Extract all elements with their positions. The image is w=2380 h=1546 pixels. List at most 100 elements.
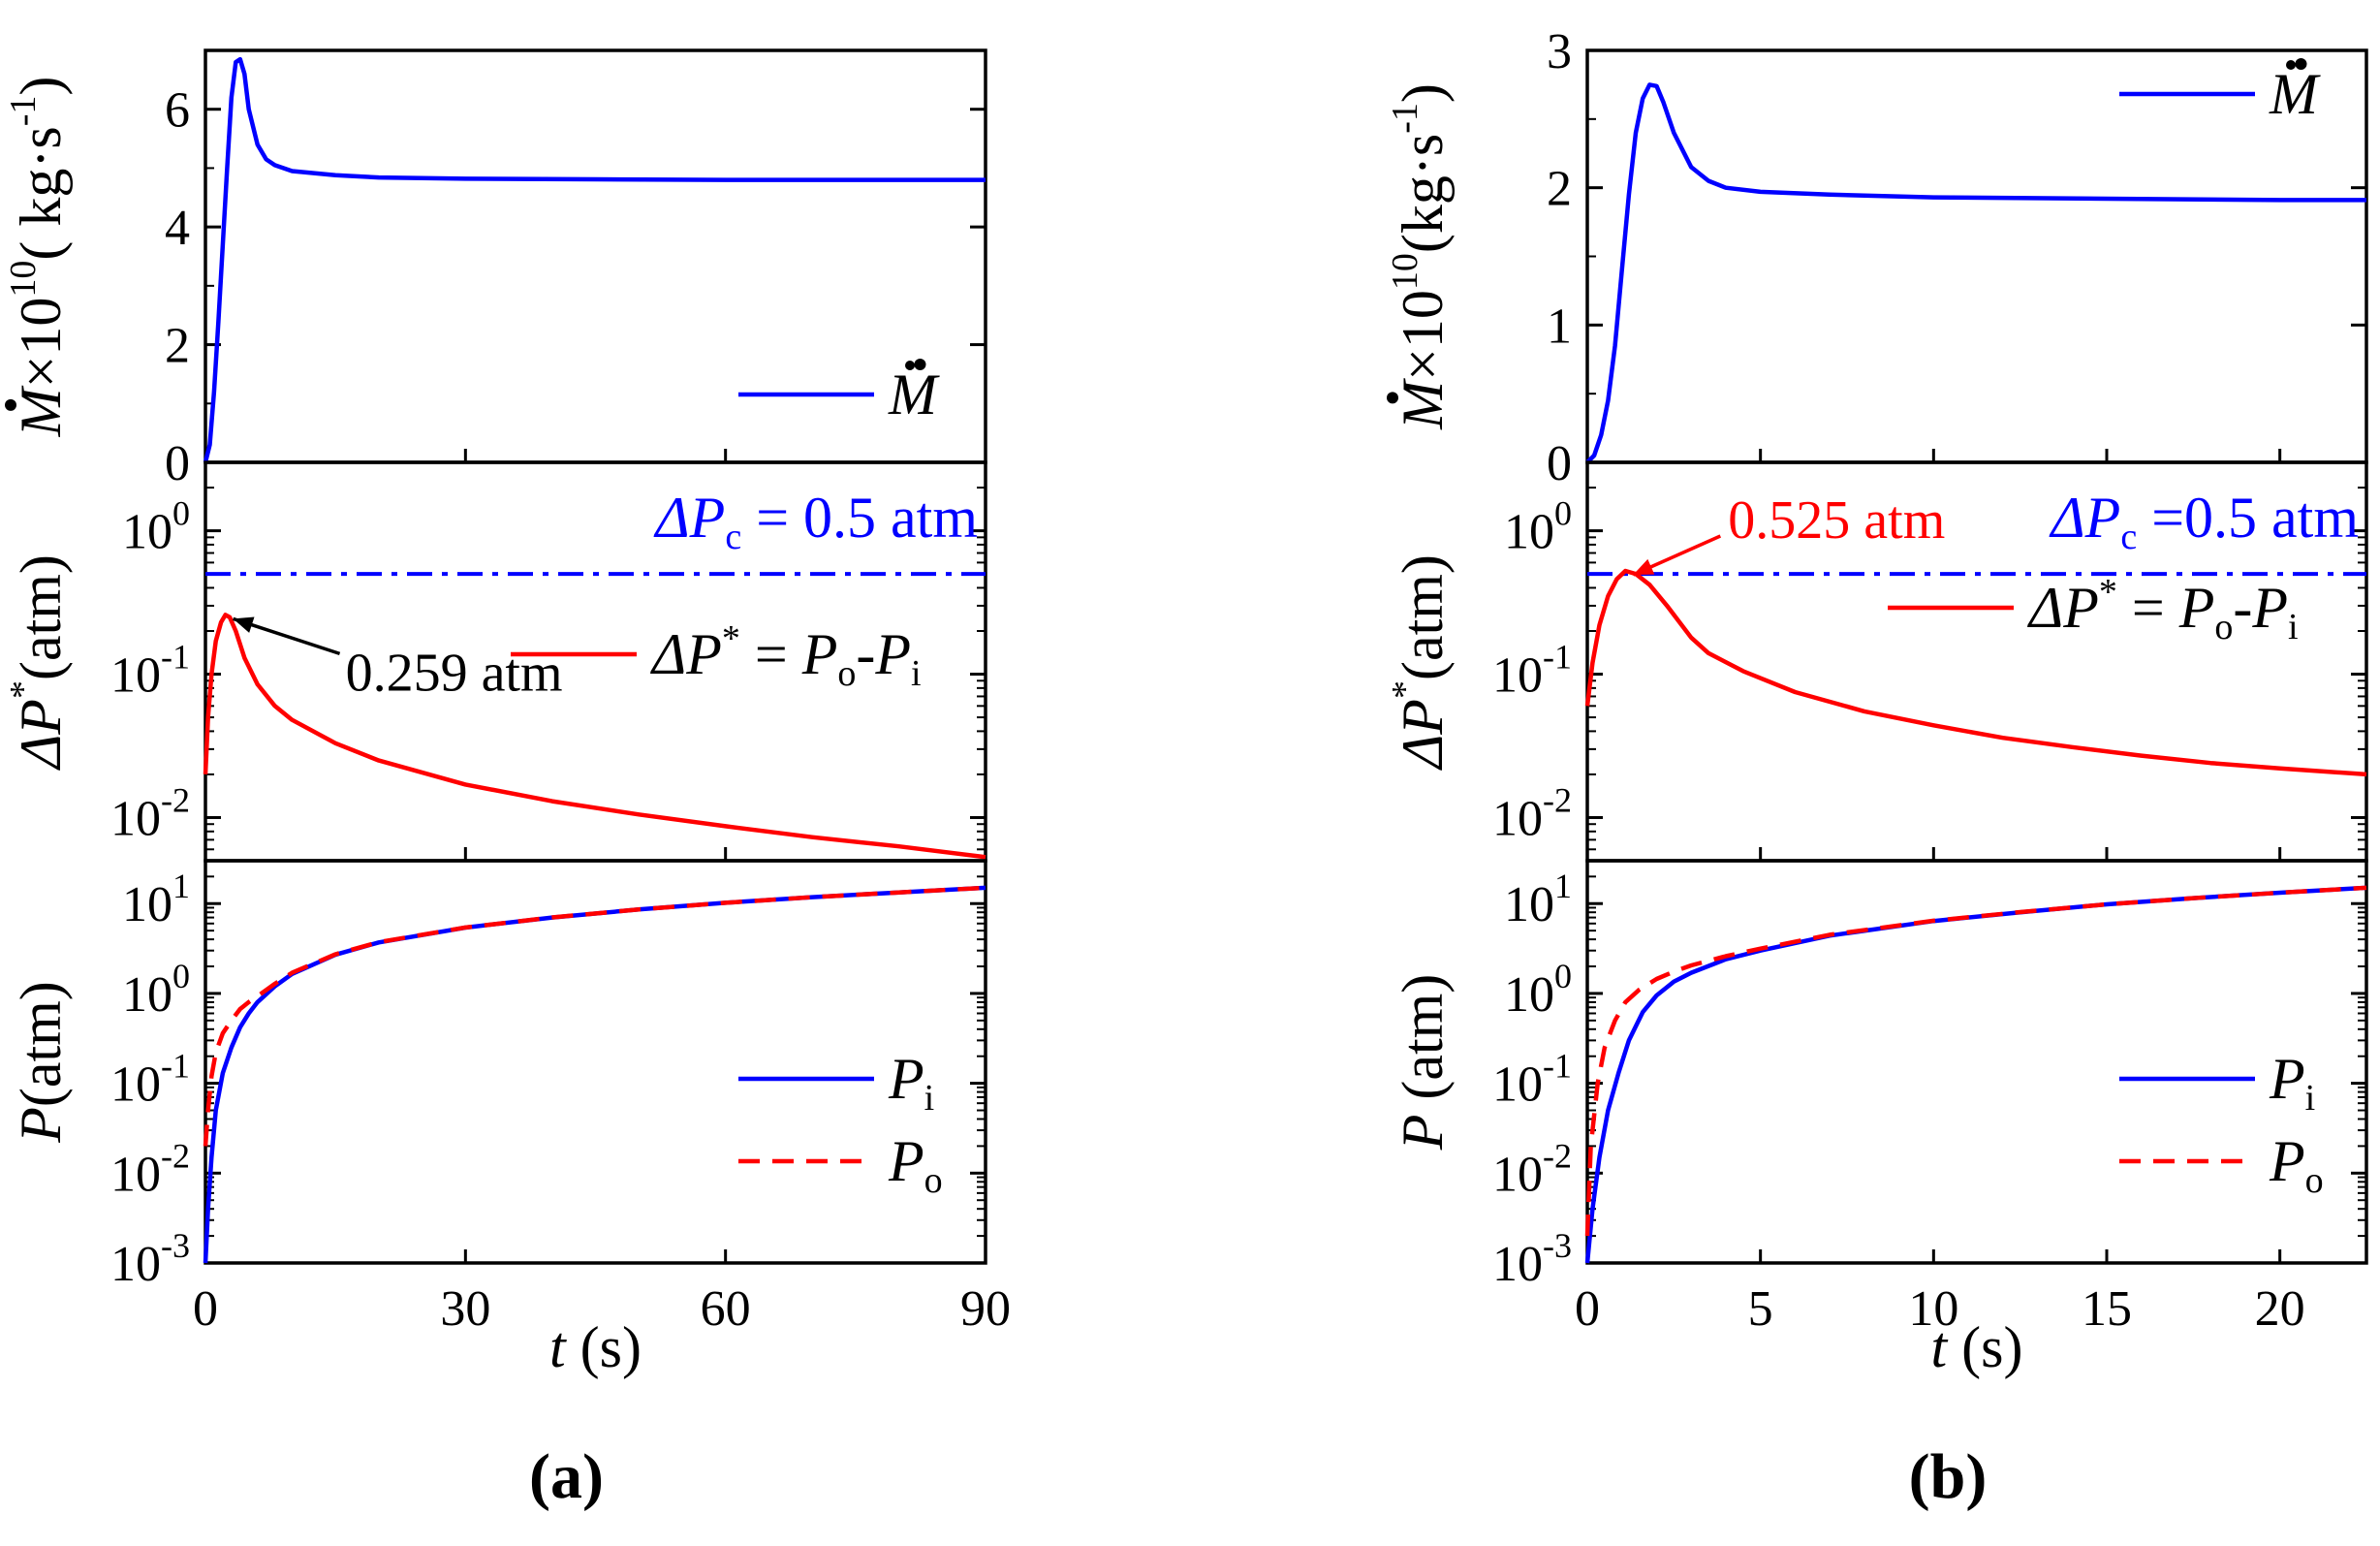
legend-label: Po xyxy=(888,1129,943,1201)
axes-frame xyxy=(1585,48,2368,464)
legend: ΔP* = Po-Pi xyxy=(1888,572,2299,647)
series-line-Pi xyxy=(1584,885,2367,1264)
y-tick-exponent: -1 xyxy=(161,638,190,677)
threshold-subscript: c xyxy=(725,517,741,557)
y-tick-base: 10 xyxy=(122,505,172,560)
legend-symbol: M xyxy=(888,363,940,426)
x-tick-label: 60 xyxy=(701,1281,751,1337)
legend-p1: P xyxy=(2178,576,2215,640)
x-axis-label: t (s) xyxy=(1931,1315,2023,1379)
y-tick-label: 0 xyxy=(1547,436,1572,491)
y-tick-label: 6 xyxy=(165,83,190,139)
legend-p1: P xyxy=(801,622,838,686)
legend-label: M xyxy=(888,363,940,426)
legend-p2: P xyxy=(2251,576,2288,640)
legend-symbol: M xyxy=(2269,62,2321,126)
ylabel-symbol: M xyxy=(1391,378,1455,430)
y-tick-exponent: -1 xyxy=(161,1047,190,1086)
legend-subscript: i xyxy=(2305,1078,2316,1119)
y-tick-label: 2 xyxy=(165,319,190,374)
ylabel-unit: ( kg·s xyxy=(9,126,73,260)
series-line-Pi xyxy=(203,885,986,1264)
ylabel-symbol: P xyxy=(1391,1115,1455,1152)
y-tick-exponent: -2 xyxy=(161,780,190,819)
series-line--P-Po-Pi xyxy=(1584,568,2367,777)
y-tick-base: 10 xyxy=(1504,967,1554,1023)
annotation-label: 0.259 atm xyxy=(346,643,563,703)
axes-frame xyxy=(1585,859,2368,1265)
ylabel-symbol: ΔP xyxy=(1391,699,1455,771)
legend-dash: - xyxy=(856,622,875,686)
legend: Pi Po xyxy=(738,1047,943,1201)
legend-dot-accent xyxy=(2286,60,2296,70)
threshold-label: ΔPc =0.5 atm xyxy=(2049,486,2359,557)
legend-superscript: * xyxy=(722,618,740,659)
ylabel-dot-accent xyxy=(1387,392,1398,404)
xlabel-unit: (s) xyxy=(1947,1315,2022,1379)
y-tick-label: 10-3 xyxy=(1492,1226,1572,1292)
legend-symbol: P xyxy=(2269,1047,2305,1111)
legend-p1-subscript: o xyxy=(2214,607,2233,647)
ylabel-unit: (atm) xyxy=(9,981,73,1107)
y-tick-label: 10-1 xyxy=(1492,638,1572,704)
threshold-symbol: ΔP xyxy=(653,486,725,550)
ylabel-exponent: 10 xyxy=(1385,253,1425,290)
legend: M xyxy=(2119,58,2321,126)
y-tick-label: 100 xyxy=(122,494,190,560)
threshold-value: = 0.5 atm xyxy=(741,486,978,550)
y-axis-label: M×1010( kg·s-1) xyxy=(3,77,73,438)
x-tick-label: 10 xyxy=(1908,1281,1958,1337)
ylabel-multiplier: ×10 xyxy=(9,298,73,389)
y-tick-label: 10-3 xyxy=(110,1226,190,1292)
y-tick-label: 10-2 xyxy=(110,1136,190,1202)
y-axis-label: P (atm) xyxy=(1391,974,1455,1152)
y-tick-label: 10-2 xyxy=(110,780,190,846)
legend-symbol: P xyxy=(888,1047,924,1111)
y-tick-base: 10 xyxy=(1492,648,1543,704)
y-tick-label: 4 xyxy=(165,201,190,256)
y-tick-base: 10 xyxy=(122,967,172,1023)
y-tick-exponent: 0 xyxy=(172,957,190,995)
y-tick-base: 10 xyxy=(1504,877,1554,932)
y-tick-base: 10 xyxy=(1504,505,1554,560)
series-line--P-Po-Pi xyxy=(203,613,986,860)
ylabel-unit-exponent: -1 xyxy=(3,96,44,127)
y-tick-label: 3 xyxy=(1547,24,1572,79)
y-tick-label: 101 xyxy=(1504,867,1572,932)
y-tick-base: 10 xyxy=(110,648,161,704)
x-tick-label: 5 xyxy=(1748,1281,1773,1337)
y-tick-base: 10 xyxy=(122,877,172,932)
y-axis-label: ΔP*(atm) xyxy=(1385,554,1455,771)
threshold-label: ΔPc = 0.5 atm xyxy=(653,486,978,557)
y-tick-base: 10 xyxy=(110,1147,161,1202)
y-tick-label: 100 xyxy=(1504,494,1572,560)
ylabel-unit-exponent: -1 xyxy=(1385,103,1425,134)
y-tick-label: 10-1 xyxy=(110,1047,190,1113)
series-line-M xyxy=(203,56,986,463)
ylabel-unit: (atm) xyxy=(1391,974,1455,1115)
annotation-arrow-head xyxy=(1633,558,1655,575)
y-tick-exponent: -2 xyxy=(1543,1136,1572,1175)
ylabel-symbol: ΔP xyxy=(9,699,73,771)
ylabel-superscript: * xyxy=(1385,680,1425,699)
y-tick-exponent: 1 xyxy=(1554,867,1572,905)
series-line-Po xyxy=(1584,885,2367,1237)
x-tick-label: 15 xyxy=(2082,1281,2132,1337)
y-tick-exponent: 0 xyxy=(1554,494,1572,533)
y-tick-base: 10 xyxy=(110,1057,161,1113)
threshold-subscript: c xyxy=(2120,517,2137,557)
x-tick-label: 30 xyxy=(440,1281,490,1337)
y-tick-label: 101 xyxy=(122,867,190,932)
legend-dot-accent xyxy=(2295,58,2307,70)
xlabel-unit: (s) xyxy=(566,1315,642,1379)
legend-label: Pi xyxy=(888,1047,934,1119)
ylabel-symbol: M xyxy=(9,385,73,437)
y-tick-label: 10-2 xyxy=(1492,1136,1572,1202)
y-tick-label: 0 xyxy=(165,436,190,491)
legend-symbol: ΔP xyxy=(650,622,722,686)
threshold-value: =0.5 atm xyxy=(2137,486,2359,550)
xlabel-symbol: t xyxy=(549,1315,567,1379)
